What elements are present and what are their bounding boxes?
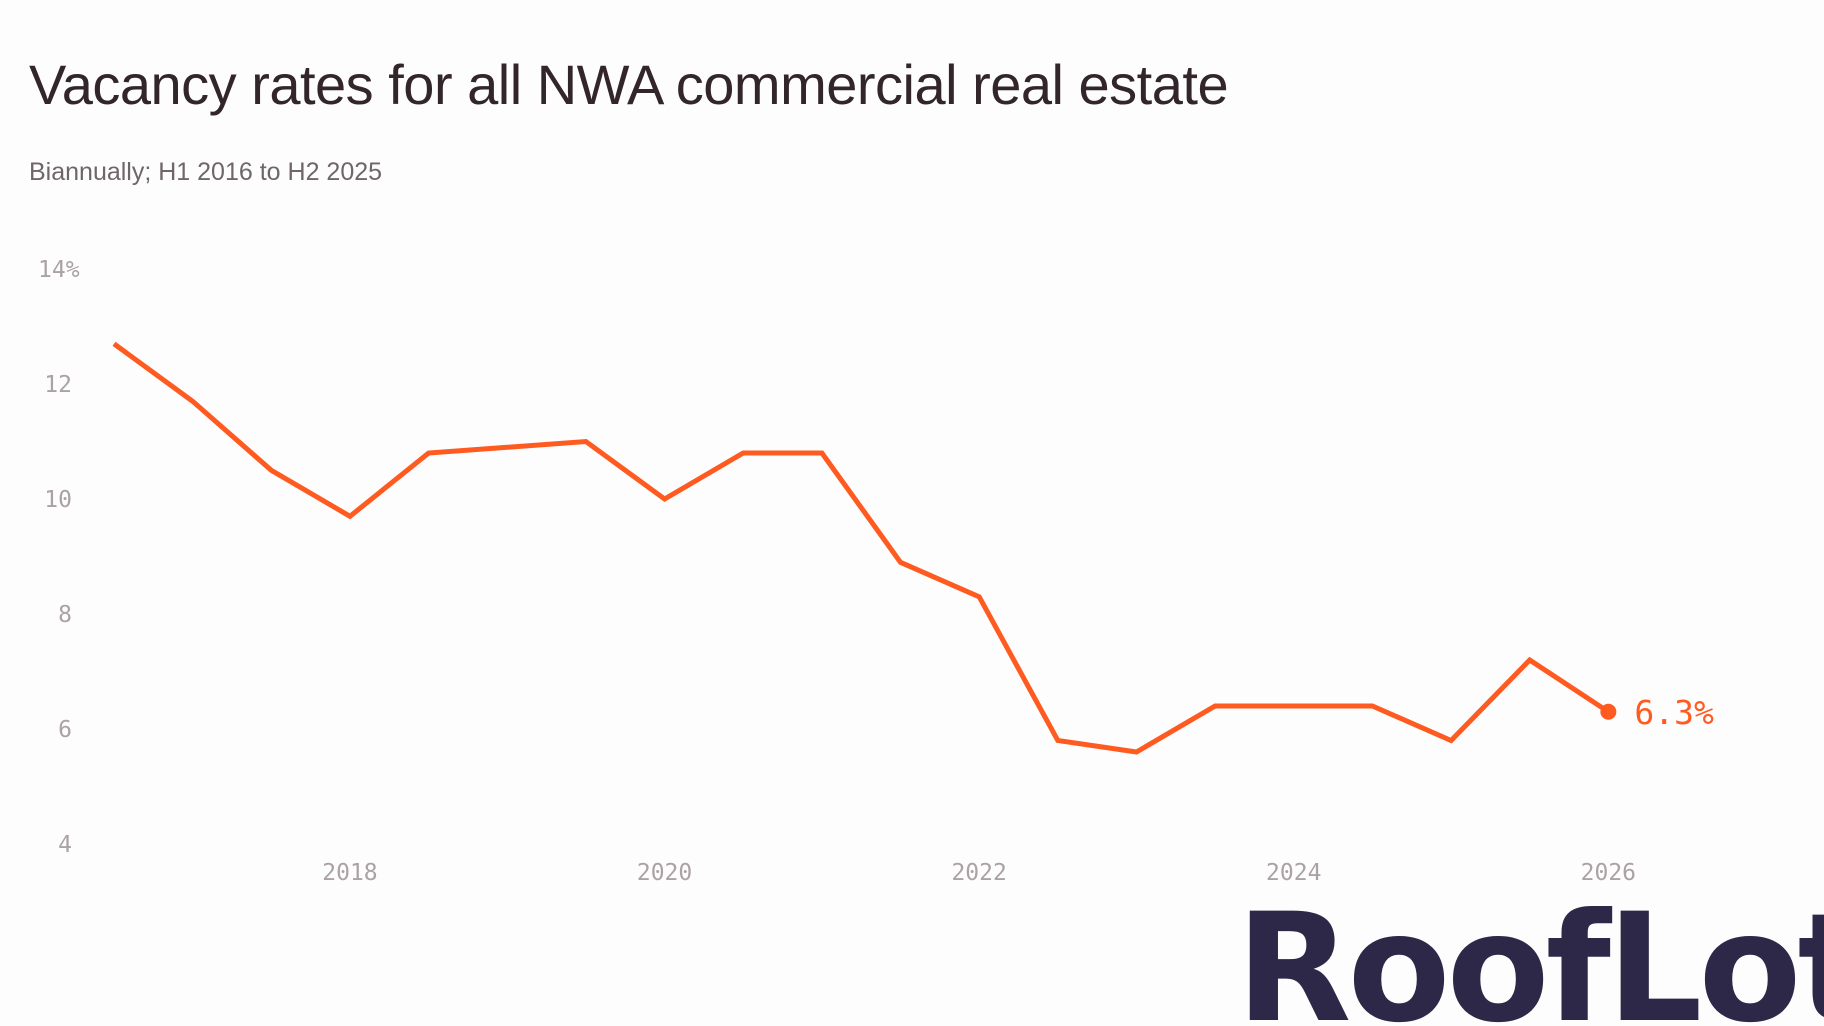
x-tick-label: 2022 <box>951 860 1006 886</box>
end-point-marker <box>1600 703 1617 720</box>
x-tick-label: 2024 <box>1266 860 1321 886</box>
x-tick-label: 2026 <box>1581 860 1636 886</box>
chart-subtitle: Biannually; H1 2016 to H2 2025 <box>29 158 383 186</box>
y-tick-label: 8 <box>58 602 72 628</box>
x-axis-ticks: 2018 2020 2022 2024 2026 <box>322 860 1636 886</box>
series-group: 6.3% <box>112 341 1714 755</box>
y-tick-label: 4 <box>58 832 72 858</box>
watermark-logo: RoofLot <box>1236 882 1824 1026</box>
y-tick-label: 6 <box>58 717 72 743</box>
watermark-text: RoofLot <box>1236 882 1824 1026</box>
end-value-label: 6.3% <box>1634 693 1714 732</box>
series-line <box>112 341 1610 755</box>
chart-title: Vacancy rates for all NWA commercial rea… <box>29 53 1229 116</box>
y-tick-label: 10 <box>44 487 72 513</box>
x-tick-label: 2020 <box>637 860 692 886</box>
x-tick-label: 2018 <box>322 860 377 886</box>
y-tick-label: 12 <box>44 372 72 398</box>
y-tick-label: 14% <box>38 257 80 283</box>
y-axis-ticks: 4 6 8 10 12 14% <box>38 257 80 858</box>
